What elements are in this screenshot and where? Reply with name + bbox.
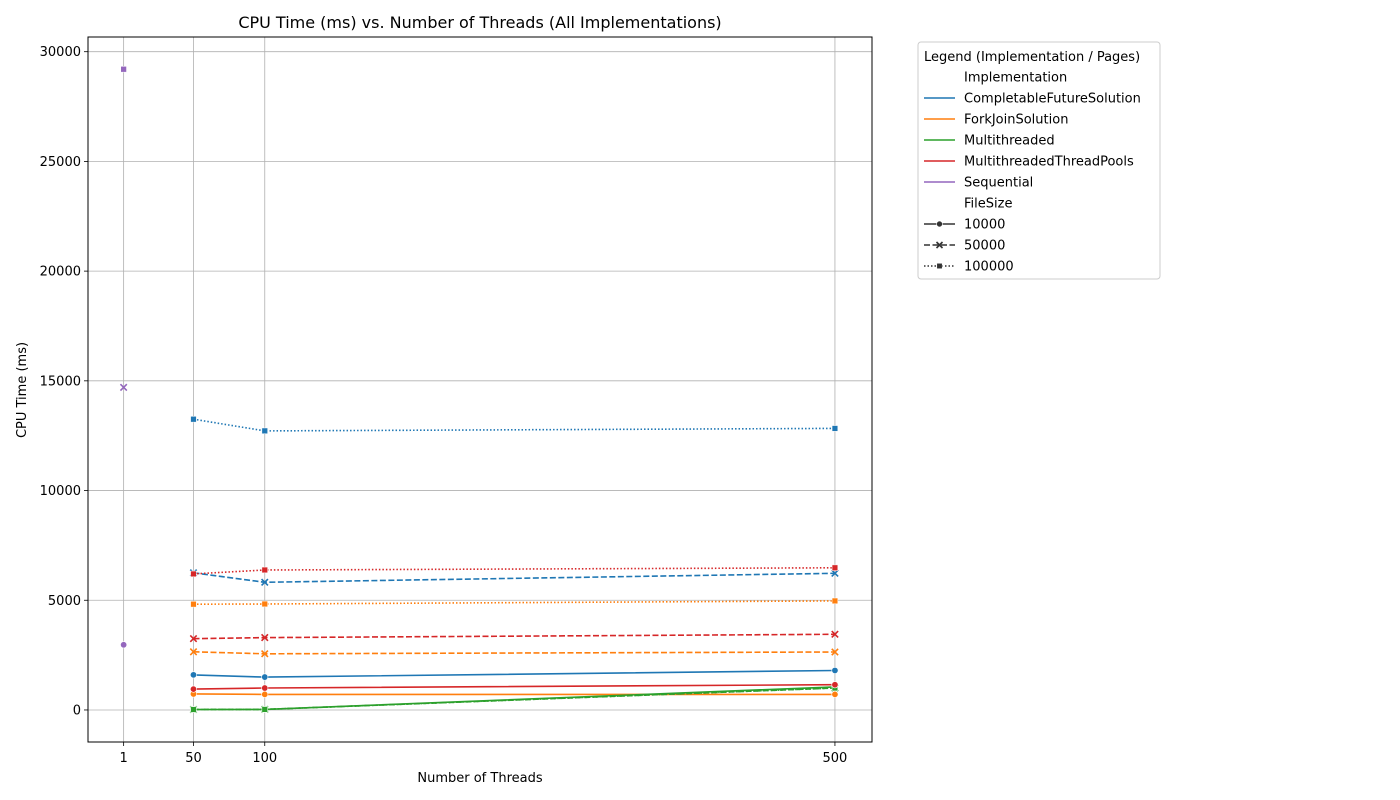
plot-frame — [87, 36, 873, 743]
x-tick-label: 50 — [185, 751, 202, 766]
data-point — [260, 578, 269, 587]
series-completablefuturesolution-100000 — [190, 416, 839, 434]
data-point — [189, 634, 198, 643]
legend-marker — [935, 241, 944, 249]
legend: Legend (Implementation / Pages) Implemen… — [917, 41, 1161, 280]
data-point — [190, 416, 197, 423]
series-forkjoinsolution-100000 — [190, 597, 839, 608]
y-tick-label: 20000 — [40, 265, 81, 280]
data-point — [831, 630, 839, 639]
legend-marker — [936, 220, 943, 228]
series-completablefuturesolution-10000 — [189, 666, 839, 681]
data-point — [261, 600, 268, 608]
data-point — [261, 690, 269, 698]
legend-label: 50000 — [964, 239, 1005, 254]
data-point — [261, 673, 269, 681]
series-forkjoinsolution-50000 — [189, 648, 839, 658]
y-tick-label: 0 — [73, 703, 81, 718]
legend-header-implementation: Implementation — [964, 71, 1067, 86]
series-sequential-10000 — [120, 641, 128, 649]
data-point — [120, 641, 128, 649]
data-point — [261, 566, 268, 574]
data-point — [260, 650, 269, 658]
data-point — [119, 383, 128, 392]
series-sequential-100000 — [120, 66, 127, 73]
legend-items: Implementation CompletableFutureSolution F… — [924, 71, 1141, 275]
legend-label: 10000 — [964, 218, 1005, 233]
legend-title: Legend (Implementation / Pages) — [924, 50, 1140, 65]
y-tick-label: 10000 — [40, 484, 81, 499]
series-group — [119, 66, 839, 714]
data-point — [189, 648, 198, 656]
legend-marker — [936, 263, 943, 269]
data-point — [120, 66, 127, 73]
x-tick-label: 100 — [252, 751, 277, 766]
data-point — [831, 425, 839, 432]
y-tick-label: 25000 — [40, 155, 81, 170]
data-point — [831, 666, 839, 674]
y-tick-label: 30000 — [40, 45, 81, 60]
x-tick-label: 1 — [119, 751, 127, 766]
legend-label: Sequential — [964, 176, 1033, 191]
data-point — [189, 685, 197, 693]
x-axis-title: Number of Threads — [417, 771, 542, 786]
y-tick-label: 5000 — [48, 594, 81, 609]
series-multithreadedthreadpools-50000 — [189, 630, 839, 643]
data-point — [831, 681, 839, 689]
legend-label: ForkJoinSolution — [964, 113, 1068, 128]
data-point — [261, 684, 269, 692]
series-multithreadedthreadpools-100000 — [190, 564, 839, 578]
series-sequential-50000 — [119, 383, 128, 392]
grid-lines — [88, 37, 872, 742]
chart-title: CPU Time (ms) vs. Number of Threads (All… — [238, 13, 721, 32]
data-point — [831, 648, 839, 656]
data-point — [189, 671, 197, 679]
data-point — [190, 601, 197, 608]
data-point — [831, 597, 839, 605]
legend-label: CompletableFutureSolution — [964, 92, 1141, 107]
series-multithreadedthreadpools-10000 — [189, 681, 839, 693]
data-point — [190, 570, 197, 578]
series-line — [193, 418, 835, 432]
legend-box — [917, 41, 1161, 280]
data-point — [831, 564, 839, 571]
data-point — [261, 427, 268, 434]
data-point — [261, 706, 268, 713]
y-axis-title: CPU Time (ms) — [15, 342, 30, 438]
series-line — [193, 693, 835, 696]
data-point — [190, 706, 197, 713]
legend-label: Multithreaded — [964, 134, 1055, 149]
data-point — [831, 690, 839, 698]
data-point — [831, 569, 839, 578]
legend-label: 100000 — [964, 260, 1014, 275]
data-point — [260, 633, 269, 642]
x-tick-label: 500 — [823, 751, 848, 766]
y-tick-label: 15000 — [40, 374, 81, 389]
legend-label: MultithreadedThreadPools — [964, 155, 1134, 170]
legend-header-filesize: FileSize — [964, 197, 1012, 212]
